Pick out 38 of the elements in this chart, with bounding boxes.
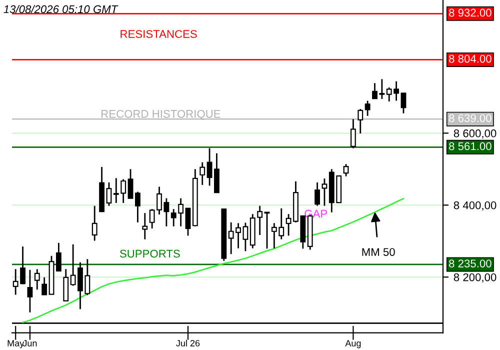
annotation: RESISTANCES [120, 30, 197, 38]
x-tick-label: Aug [345, 340, 361, 348]
candlestick [142, 212, 148, 240]
x-tick-label: Jun [22, 340, 37, 346]
ref-line-label: 8 561.00 [449, 142, 492, 150]
line-series [22, 198, 404, 324]
candlestick [185, 208, 191, 236]
candlestick [128, 168, 134, 199]
ref-line-label: 8 235.00 [449, 260, 492, 268]
candlestick [92, 205, 98, 242]
candlestick [42, 276, 48, 296]
annotation: 13/08/2026 05:10 GMT [4, 4, 118, 14]
candlestick [27, 269, 33, 314]
candlestick [314, 182, 320, 207]
candlestick [400, 92, 406, 114]
candlestick [350, 118, 356, 149]
y-tick-label: 8 400,00 [454, 201, 496, 211]
ref-line-label: 8 639.00 [449, 114, 492, 122]
annotation: MM 50 [362, 248, 395, 256]
y-tick-label: 8 200,00 [454, 273, 496, 283]
annotation: RECORD HISTORIQUE [102, 110, 220, 120]
y-tick-label: 8 600,00 [454, 129, 496, 139]
candlestick [364, 100, 370, 117]
candlestick [63, 268, 69, 302]
candlestick [322, 178, 328, 207]
candlestick [56, 242, 62, 272]
x-tick-label: Jul 26 [176, 340, 200, 346]
candlestick [34, 268, 40, 290]
candlestick [343, 163, 349, 178]
candlestick [135, 191, 140, 224]
x-tick-label: May [8, 340, 24, 348]
candlestick [264, 212, 270, 250]
candlestick [358, 108, 364, 134]
annotation: SUPPORTS [120, 250, 180, 258]
candlestick [200, 162, 206, 186]
ref-line-label: 8 932.00 [449, 8, 492, 17]
candlestick [106, 182, 112, 207]
ref-line-label: 8 804.00 [449, 54, 492, 63]
